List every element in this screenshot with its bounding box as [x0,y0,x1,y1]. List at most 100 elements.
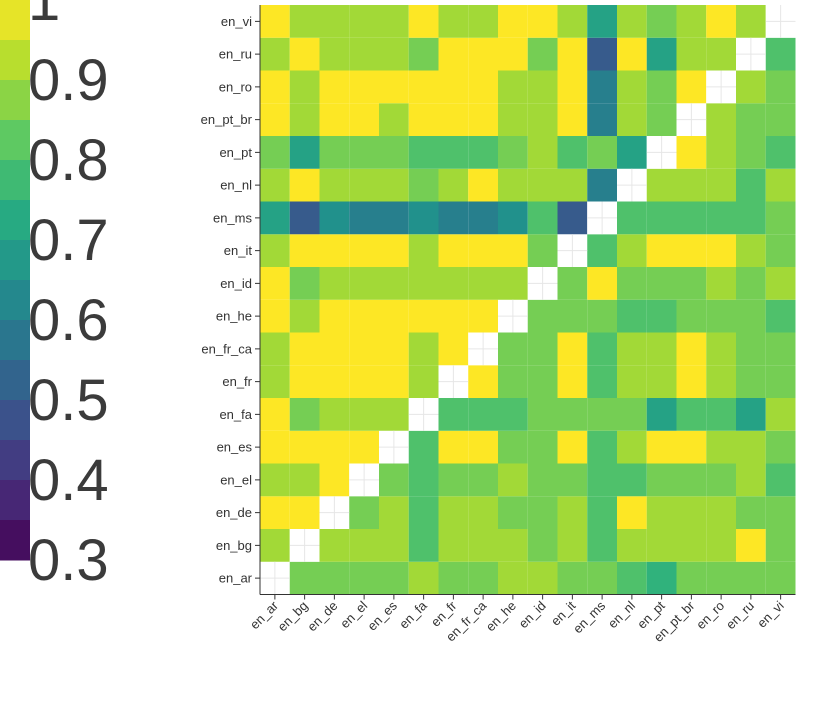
heatmap-cell [438,103,469,136]
y-tick-label: en_vi [221,14,252,29]
colorbar-band [0,480,30,521]
colorbar-band [0,280,30,321]
heatmap-cell [319,463,350,497]
colorbar-tick-label: 0.7 [28,208,109,273]
heatmap-cell [260,463,290,497]
heatmap-cell [587,332,617,366]
heatmap-cell [736,430,766,464]
heatmap-cell [765,70,796,104]
heatmap-cell [468,168,498,202]
heatmap-cell [557,365,588,398]
heatmap-cell [468,365,498,398]
heatmap-cell [438,201,469,235]
heatmap-cell [438,561,469,595]
y-tick-label: en_it [224,243,253,258]
heatmap-cell [438,529,469,562]
heatmap-cell [468,70,498,104]
heatmap-cell [646,561,677,595]
heatmap-cell [765,267,796,300]
heatmap-cell [765,136,796,169]
heatmap-cell [676,463,707,497]
colorbar-band [0,0,30,41]
heatmap-cell [646,463,677,497]
colorbar-tick-label: 0.9 [28,48,109,113]
heatmap-cell [765,430,796,464]
heatmap-cell [527,529,558,562]
heatmap-cell [587,463,617,497]
heatmap-cell [498,5,528,38]
heatmap-cell [646,103,677,136]
heatmap-cell [408,561,439,595]
heatmap-cell [408,37,439,71]
heatmap-cell [706,332,736,366]
heatmap-cell [765,201,796,235]
heatmap-cell [319,332,350,366]
heatmap-cell [498,430,528,464]
heatmap-cell [289,5,320,38]
heatmap-cell [408,70,439,104]
heatmap-cell [646,332,677,366]
heatmap-cell [527,5,558,38]
heatmap-cell [468,37,498,71]
heatmap-cell [736,168,766,202]
heatmap-cell [319,234,350,267]
heatmap-cell [468,267,498,300]
heatmap-cell [438,496,469,529]
y-tick-label: en_fr_ca [201,341,252,356]
x-tick-label: en_de [304,598,340,634]
x-tick-label: en_he [483,598,519,634]
heatmap-cell [408,496,439,529]
heatmap-cell [617,267,647,300]
heatmap-cell [438,168,469,202]
y-tick-label: en_es [217,440,253,455]
heatmap-cell [617,529,647,562]
heatmap-cells [260,5,796,595]
heatmap-cell [527,103,558,136]
heatmap-cell [379,398,409,431]
heatmap-cell [349,267,379,300]
heatmap-cell [379,529,409,562]
heatmap-cell [438,430,469,464]
heatmap-cell [587,103,617,136]
heatmap-cell [379,496,409,529]
colorbar-tick-label: 1 [28,0,60,33]
heatmap-cell [676,70,707,104]
y-tick-label: en_de [216,505,252,520]
x-tick-label: en_bg [275,598,311,634]
heatmap-cell [468,201,498,235]
heatmap-cell [260,529,290,562]
heatmap-cell [498,70,528,104]
heatmap-cell [319,136,350,169]
heatmap-cell [706,234,736,267]
colorbar-band [0,40,30,81]
heatmap-cell [498,496,528,529]
heatmap-cell [587,561,617,595]
heatmap-cell [527,430,558,464]
heatmap-cell [617,365,647,398]
heatmap-cell [736,529,766,562]
heatmap-cell [408,267,439,300]
heatmap-cell [468,529,498,562]
y-tick-labels: en_ar en_bg en_de en_el en_es en_fa en_fr en_fr… [201,14,260,586]
heatmap-cell [736,267,766,300]
heatmap-cell [587,299,617,333]
colorbar-band [0,240,30,281]
heatmap-cell [379,168,409,202]
heatmap-cell [260,430,290,464]
heatmap-cell [736,561,766,595]
heatmap-cell [676,529,707,562]
heatmap-cell [557,136,588,169]
heatmap-cell [527,136,558,169]
heatmap-cell [468,5,498,38]
heatmap-cell [408,5,439,38]
heatmap-cell [736,136,766,169]
heatmap-cell [765,529,796,562]
heatmap-cell [646,5,677,38]
heatmap-cell [736,398,766,431]
heatmap-cell [349,136,379,169]
y-tick-label: en_ru [219,47,252,62]
heatmap-cell [527,70,558,104]
heatmap-cell [527,201,558,235]
y-tick-label: en_pt [219,145,252,160]
heatmap-cell [765,332,796,366]
